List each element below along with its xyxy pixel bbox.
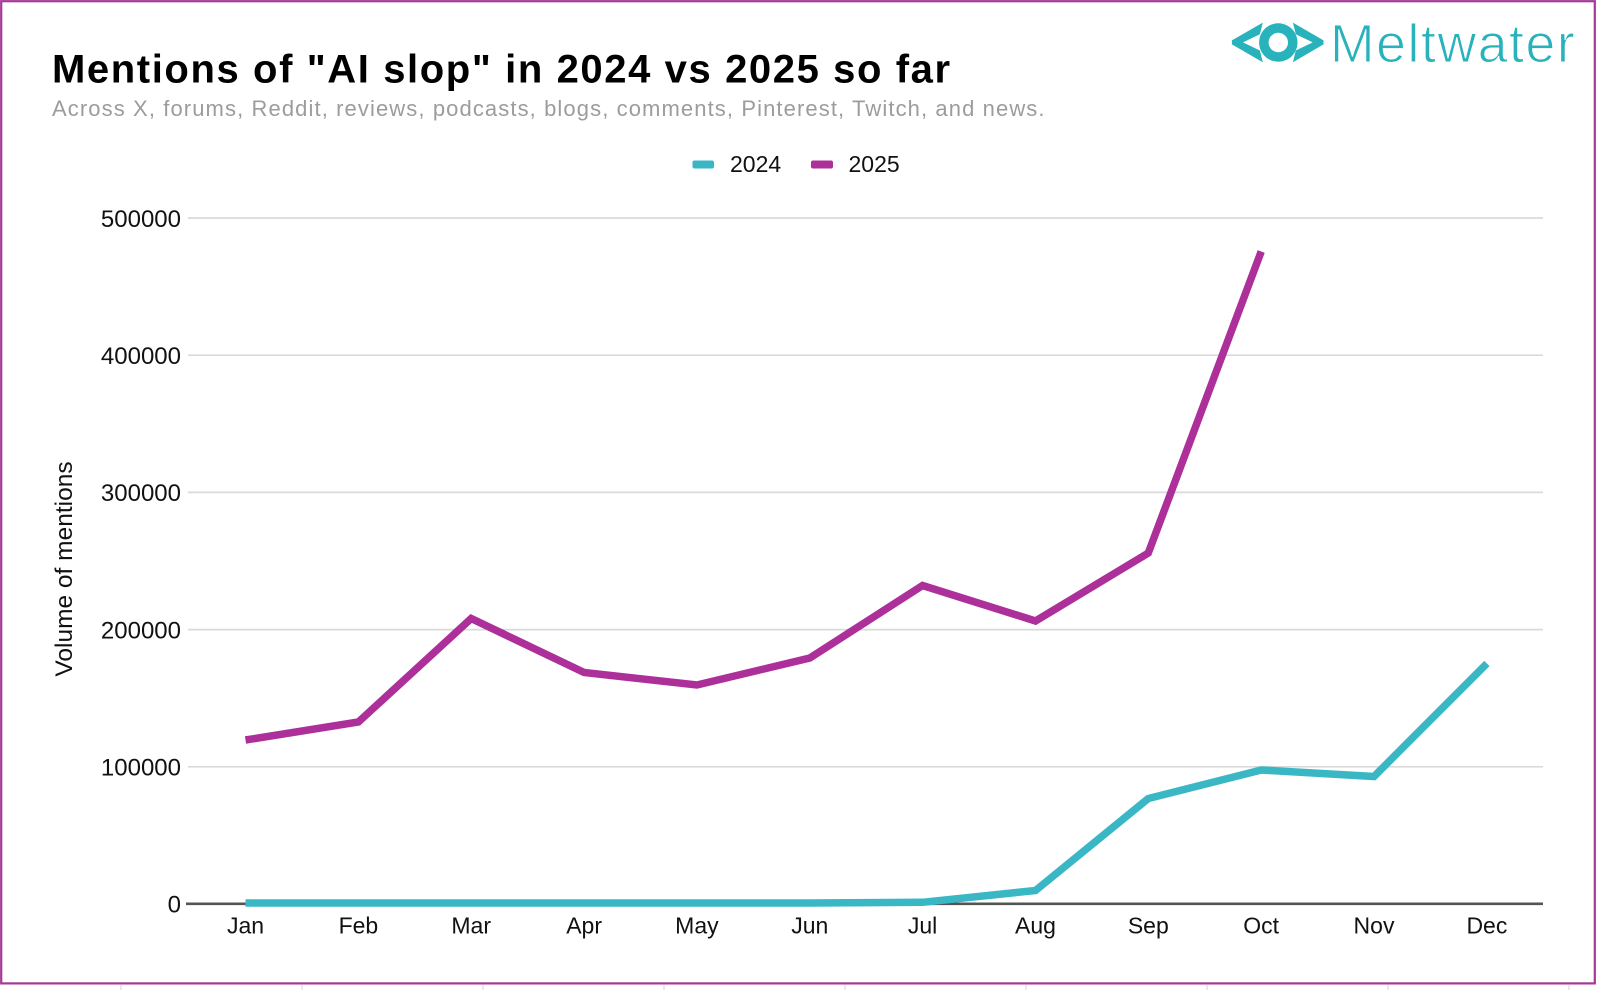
svg-text:Nov: Nov (1354, 913, 1395, 939)
svg-text:Meltwater: Meltwater (1330, 15, 1576, 74)
svg-text:Volume of mentions: Volume of mentions (51, 461, 78, 676)
svg-text:May: May (675, 913, 719, 939)
svg-text:Apr: Apr (566, 913, 602, 939)
svg-text:Jan: Jan (227, 913, 264, 939)
svg-text:400000: 400000 (101, 343, 181, 370)
svg-text:300000: 300000 (101, 480, 181, 507)
svg-text:200000: 200000 (101, 617, 181, 644)
svg-text:100000: 100000 (101, 755, 181, 782)
svg-text:Across X, forums, Reddit, revi: Across X, forums, Reddit, reviews, podca… (52, 96, 1046, 121)
svg-text:2025: 2025 (849, 151, 900, 177)
svg-text:Jun: Jun (791, 913, 828, 939)
svg-text:Oct: Oct (1243, 913, 1279, 939)
svg-text:Mentions of "AI slop" in 2024: Mentions of "AI slop" in 2024 vs 2025 so… (52, 47, 952, 91)
svg-text:Sep: Sep (1128, 913, 1169, 939)
svg-text:500000: 500000 (101, 206, 181, 233)
svg-text:Mar: Mar (451, 913, 491, 939)
svg-text:0: 0 (168, 892, 181, 919)
svg-text:Aug: Aug (1015, 913, 1056, 939)
svg-text:Jul: Jul (908, 913, 937, 939)
svg-text:Feb: Feb (339, 913, 379, 939)
svg-text:Dec: Dec (1466, 913, 1507, 939)
svg-text:2024: 2024 (730, 151, 781, 177)
